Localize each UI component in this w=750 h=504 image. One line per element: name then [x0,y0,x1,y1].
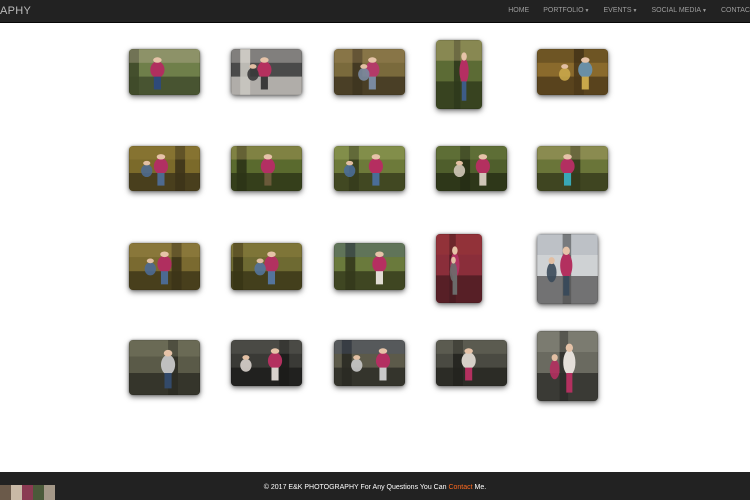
nav-item-home[interactable]: HOME [508,7,530,14]
gallery-thumb[interactable] [537,234,598,304]
gallery-thumb[interactable] [334,146,405,191]
brand-logo-text[interactable]: APHY [0,5,32,17]
photo-image [129,243,200,290]
contact-link[interactable]: Contact [448,484,473,491]
footer: © 2017 E&K PHOTOGRAPHY For Any Questions… [0,472,750,500]
photo-image [436,40,482,109]
gallery-thumb[interactable] [436,234,482,303]
top-navbar: APHY HOME PORTFOLIO▼ EVENTS▼ SOCIAL MEDI… [0,0,750,23]
caret-down-icon: ▼ [584,8,590,14]
gallery-thumb[interactable] [436,40,482,109]
caret-down-icon: ▼ [702,8,707,14]
gallery-thumb[interactable] [231,243,302,290]
gallery-thumb[interactable] [436,340,507,386]
photo-image [129,146,200,191]
photo-image [231,340,302,386]
gallery-thumb[interactable] [129,243,200,290]
photo-image [231,49,302,95]
gallery-thumb[interactable] [436,146,507,191]
gallery-thumb[interactable] [537,331,598,401]
gallery-thumb[interactable] [537,49,608,95]
photo-image [334,340,405,386]
gallery-thumb[interactable] [231,49,302,95]
photo-image [436,146,507,191]
photo-image [334,49,405,95]
nav-item-portfolio[interactable]: PORTFOLIO▼ [543,7,590,14]
nav-menu: HOME PORTFOLIO▼ EVENTS▼ SOCIAL MEDIA▼ CO… [501,0,750,22]
photo-image [537,234,598,304]
gallery-thumb[interactable] [129,49,200,95]
footer-photo-strip [0,485,55,500]
photo-image [537,146,608,191]
gallery-thumb[interactable] [537,146,608,191]
photo-image [129,49,200,95]
caret-down-icon: ▼ [632,8,638,14]
nav-item-events[interactable]: EVENTS▼ [603,7,638,14]
copyright-text: © 2017 E&K PHOTOGRAPHY For Any Questions… [263,484,487,491]
photo-image [231,243,302,290]
gallery-thumb[interactable] [334,340,405,386]
photo-gallery [0,22,750,472]
photo-image [231,146,302,191]
gallery-thumb[interactable] [231,340,302,386]
photo-image [436,340,507,386]
photo-image [334,146,405,191]
gallery-thumb[interactable] [334,243,405,290]
nav-item-social-media[interactable]: SOCIAL MEDIA▼ [651,7,707,14]
photo-image [334,243,405,290]
gallery-thumb[interactable] [231,146,302,191]
nav-item-contact[interactable]: CONTAC [720,7,750,14]
photo-image [129,340,200,395]
photo-image [436,234,482,303]
gallery-thumb[interactable] [129,340,200,395]
photo-image [537,49,608,95]
gallery-thumb[interactable] [129,146,200,191]
photo-image [537,331,598,401]
gallery-thumb[interactable] [334,49,405,95]
